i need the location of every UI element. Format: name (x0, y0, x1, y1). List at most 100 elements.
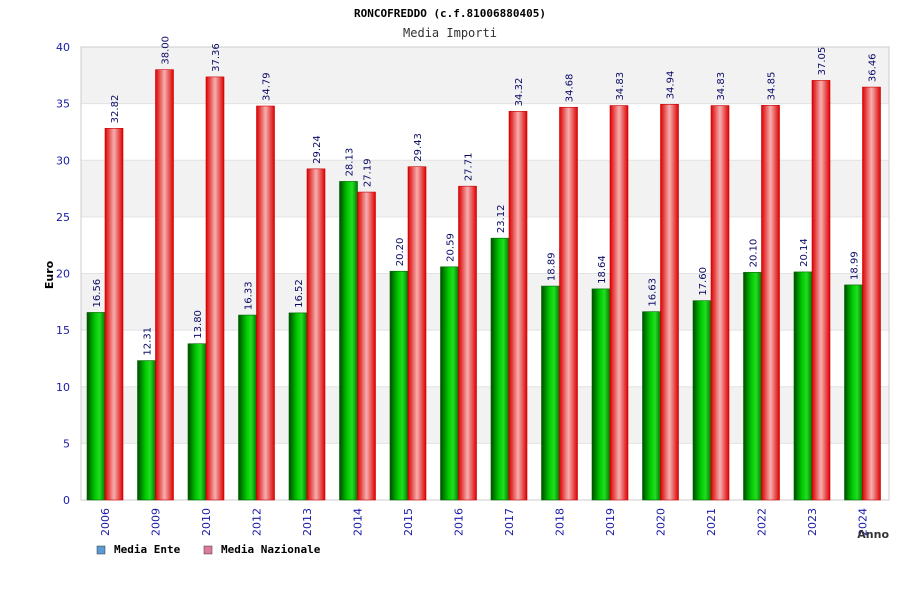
y-tick-label: 0 (63, 494, 70, 507)
bar-media-nazionale (205, 76, 225, 501)
y-tick-label: 30 (56, 154, 70, 167)
y-tick-label: 40 (56, 41, 70, 54)
x-tick-label: 2021 (705, 508, 718, 536)
bar-media-nazionale (710, 105, 730, 501)
data-label-media-ente: 20.20 (395, 238, 406, 267)
data-label-media-ente: 23.12 (496, 205, 507, 234)
data-label-media-nazionale: 36.46 (868, 53, 879, 82)
data-label-media-nazionale: 29.43 (413, 133, 424, 162)
data-label-media-ente: 17.60 (698, 267, 709, 296)
bar-media-nazionale (104, 128, 124, 501)
bar-media-nazionale (306, 168, 326, 501)
data-label-media-nazionale: 34.79 (262, 72, 273, 101)
x-tick-label: 2006 (99, 508, 112, 536)
x-tick-label: 2013 (301, 508, 314, 536)
x-tick-label: 2020 (655, 508, 668, 536)
data-label-media-nazionale: 29.24 (312, 135, 323, 164)
bar-media-nazionale (407, 166, 427, 501)
bar-media-nazionale (508, 111, 528, 501)
y-axis-label: Euro (43, 260, 56, 289)
bar-media-ente (642, 311, 661, 501)
data-label-media-nazionale: 34.32 (514, 78, 525, 107)
x-tick-label: 2009 (150, 508, 163, 536)
data-label-media-ente: 16.33 (244, 281, 255, 310)
x-tick-label: 2016 (453, 508, 466, 536)
bar-media-nazionale (256, 105, 275, 501)
bar-media-ente (86, 312, 106, 501)
x-tick-label: 2024 (857, 508, 870, 536)
bar-media-ente (339, 181, 358, 501)
x-tick-label: 2014 (352, 508, 365, 536)
data-label-media-nazionale: 34.83 (615, 72, 626, 101)
x-axis-label: Anno (857, 528, 889, 541)
data-label-media-nazionale: 34.68 (565, 74, 576, 103)
bar-media-nazionale (761, 105, 780, 501)
bar-media-ente (692, 300, 712, 501)
bar-media-nazionale (559, 106, 578, 501)
data-label-media-ente: 13.80 (193, 310, 204, 339)
y-tick-label: 15 (56, 324, 70, 337)
data-label-media-nazionale: 37.36 (211, 43, 222, 72)
bar-media-ente (591, 288, 611, 501)
data-label-media-nazionale: 34.83 (716, 72, 727, 101)
data-label-media-ente: 16.56 (92, 279, 103, 308)
legend-swatch-nazionale (203, 545, 213, 555)
bar-media-nazionale (811, 80, 831, 501)
bar-media-ente (238, 314, 257, 501)
legend-label-ente: Media Ente (114, 543, 181, 556)
data-label-media-ente: 20.59 (446, 233, 457, 262)
y-axis: 0 5 10 15 20 25 30 35 40 (56, 41, 70, 507)
bar-media-ente (793, 271, 813, 501)
chart-subtitle: Media Importi (403, 26, 497, 40)
bar-media-ente (541, 285, 560, 501)
y-tick-label: 25 (56, 211, 70, 224)
data-label-media-nazionale: 37.05 (817, 47, 828, 76)
data-label-media-ente: 16.52 (294, 279, 305, 308)
legend: Media Ente Media Nazionale (96, 543, 321, 556)
bar-media-ente (490, 237, 510, 501)
bar-media-ente (288, 312, 308, 501)
bar-media-ente (743, 272, 762, 501)
data-label-media-ente: 12.31 (143, 327, 154, 356)
bar-media-nazionale (155, 69, 174, 501)
bar-media-nazionale (660, 104, 679, 501)
data-label-media-ente: 18.89 (547, 252, 558, 281)
bars: 16.56 32.82 12.31 38.00 13.80 37.36 16.33 34.79… (86, 36, 881, 501)
x-tick-label: 2015 (402, 508, 415, 536)
data-label-media-ente: 18.64 (597, 255, 608, 284)
bar-media-nazionale (458, 185, 477, 501)
bar-media-ente (187, 343, 207, 501)
data-label-media-ente: 16.63 (648, 278, 659, 307)
chart-title: RONCOFREDDO (c.f.81006880405) (354, 7, 546, 20)
data-label-media-ente: 18.99 (850, 251, 861, 280)
x-tick-label: 2023 (806, 508, 819, 536)
y-tick-label: 5 (63, 437, 70, 450)
x-tick-label: 2017 (503, 508, 516, 536)
data-label-media-nazionale: 38.00 (161, 36, 172, 65)
data-label-media-nazionale: 27.71 (464, 153, 475, 182)
x-axis: 2006 2009 2010 2012 2013 2014 2015 2016 2017 2018… (99, 508, 870, 536)
legend-label-nazionale: Media Nazionale (221, 543, 321, 556)
bar-media-ente (137, 360, 156, 501)
bar-media-ente (844, 284, 863, 501)
y-tick-label: 10 (56, 381, 70, 394)
bar-media-nazionale (862, 86, 881, 501)
x-tick-label: 2012 (251, 508, 264, 536)
data-label-media-nazionale: 34.94 (666, 71, 677, 100)
data-label-media-ente: 20.10 (749, 239, 760, 268)
x-tick-label: 2010 (200, 508, 213, 536)
x-tick-label: 2022 (756, 508, 769, 536)
data-label-media-nazionale: 34.85 (767, 72, 778, 101)
data-label-media-nazionale: 27.19 (363, 158, 374, 187)
legend-swatch-ente (96, 545, 106, 555)
data-label-media-ente: 20.14 (799, 238, 810, 267)
y-tick-label: 35 (56, 98, 70, 111)
bar-media-ente (389, 270, 409, 501)
data-label-media-nazionale: 32.82 (110, 95, 121, 124)
bar-media-nazionale (609, 105, 629, 501)
x-tick-label: 2018 (554, 508, 567, 536)
x-tick-label: 2019 (604, 508, 617, 536)
bar-media-nazionale (357, 191, 376, 501)
plot-frame (80, 46, 890, 501)
